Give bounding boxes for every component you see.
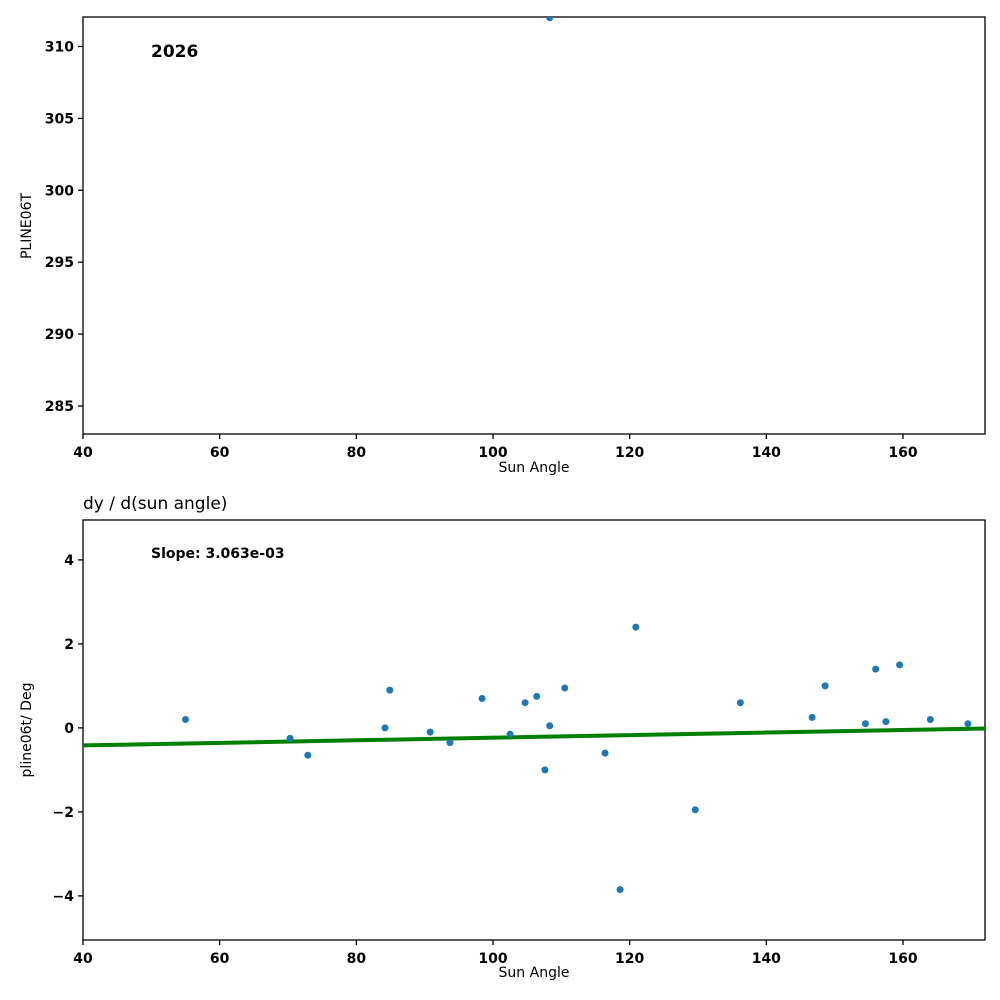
x-axis-label-top: Sun Angle (498, 460, 570, 476)
scatter-points (546, 17, 554, 22)
y-tick-label: 0 (64, 721, 74, 737)
y-tick-label: 295 (45, 255, 74, 271)
scatter-point (386, 686, 394, 694)
year-annotation: 2026 (151, 42, 199, 62)
slope-annotation: Slope: 3.063e-03 (151, 546, 285, 562)
y-tick-label: −4 (53, 889, 75, 905)
x-tick-label: 100 (478, 951, 507, 967)
scatter-point (521, 699, 529, 707)
scatter-point (304, 751, 312, 759)
scatter-points (182, 623, 972, 894)
x-tick-label: 80 (347, 951, 367, 967)
x-tick-label: 120 (615, 445, 644, 461)
figure-derivative-vs-sun-angle: dy / d(sun angle) Slope: 3.063e-03 pline… (0, 480, 1000, 1000)
scatter-point (861, 720, 869, 728)
scatter-plot-top: 40 60 80 100 120 140 160 285 290 295 300 305 310 (45, 16, 986, 461)
scatter-point (506, 730, 514, 738)
scatter-point (426, 728, 434, 736)
scatter-point (478, 695, 486, 702)
scatter-point (541, 766, 549, 774)
scatter-point (533, 692, 541, 700)
x-tick-label: 140 (752, 951, 781, 967)
scatter-point (632, 623, 640, 631)
x-tick-label: 60 (210, 445, 230, 461)
scatter-point (872, 665, 880, 673)
scatter-point (561, 684, 569, 692)
scatter-point (926, 716, 934, 723)
scatter-point (896, 661, 904, 669)
x-tick-label: 80 (347, 445, 367, 461)
x-tick-label: 40 (73, 445, 93, 461)
y-tick-label: 300 (45, 183, 74, 199)
trend-line (83, 726, 985, 748)
axes-box (82, 16, 986, 435)
scatter-point (821, 682, 829, 690)
y-tick-label: 310 (45, 39, 74, 55)
scatter-point (446, 739, 454, 747)
y-tick-label: 4 (64, 553, 74, 569)
y-tick-label: 2 (64, 637, 74, 653)
y-tick-label: 285 (45, 399, 74, 415)
scatter-point (808, 713, 816, 721)
x-tick-label: 60 (210, 951, 230, 967)
scatter-point (546, 17, 554, 22)
scatter-point (546, 722, 554, 730)
scatter-point (882, 718, 890, 726)
figure-pline06t-vs-sun-angle: 2026 PLINE06T Sun Angle 40 60 80 100 120 140 1… (0, 0, 1000, 480)
x-tick-label: 160 (888, 445, 917, 461)
scatter-plot-bottom: 40 60 80 100 120 140 160 −4 −2 0 2 4 (53, 519, 986, 967)
y-tick-label: −2 (53, 805, 74, 821)
scatter-point (964, 720, 972, 728)
x-tick-label: 120 (615, 951, 644, 967)
scatter-point (182, 716, 189, 723)
scatter-point (736, 699, 744, 707)
x-tick-label: 40 (73, 951, 93, 967)
x-tick-label: 160 (888, 951, 917, 967)
chart-title: dy / d(sun angle) (83, 494, 228, 514)
scatter-point (286, 734, 294, 742)
x-tick-label: 100 (478, 445, 507, 461)
y-tick-label: 305 (45, 111, 74, 127)
x-axis-label-bottom: Sun Angle (498, 965, 570, 981)
scatter-point (691, 806, 699, 814)
y-tick-label: 290 (45, 327, 74, 343)
scatter-point (381, 724, 389, 732)
scatter-point (601, 749, 609, 757)
x-tick-label: 140 (752, 445, 781, 461)
scatter-point (616, 886, 624, 894)
